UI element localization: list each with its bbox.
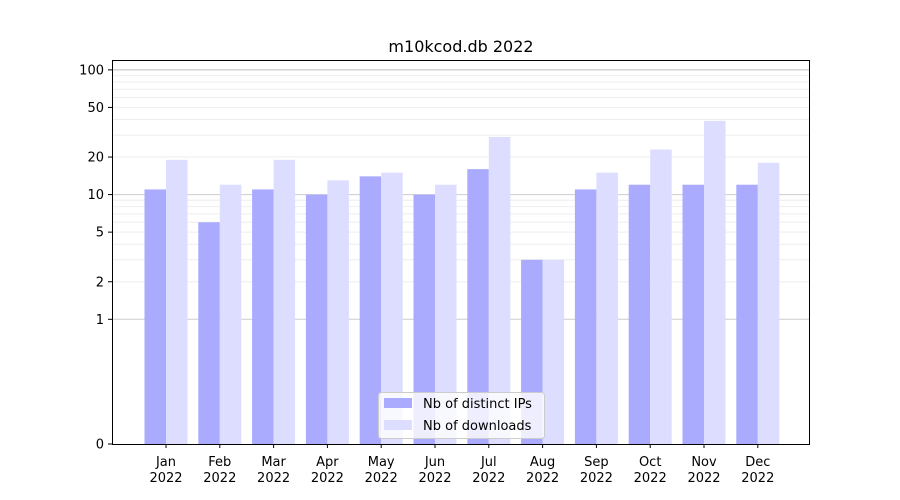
bar-ips <box>736 184 758 444</box>
x-tick-label-year: 2022 <box>526 471 559 486</box>
x-tick-label-month: Oct <box>639 455 661 470</box>
y-tick-label: 50 <box>87 101 104 116</box>
bar-ips <box>305 194 328 444</box>
x-tick-label-month: Apr <box>316 455 339 470</box>
chart-title: m10kcod.db 2022 <box>388 37 533 56</box>
y-tick-label: 10 <box>87 188 104 203</box>
bar-downloads <box>381 172 403 444</box>
bar-downloads <box>327 180 349 444</box>
bar-downloads <box>596 172 618 444</box>
x-tick-label-year: 2022 <box>203 471 236 486</box>
y-tick-label: 100 <box>79 63 104 78</box>
legend-label-ips: Nb of distinct IPs <box>423 397 532 412</box>
bar-ips <box>198 222 220 444</box>
x-tick-label-month: Mar <box>261 455 286 470</box>
y-tick-label: 20 <box>87 151 104 166</box>
bar-ips <box>252 189 274 444</box>
x-tick-label-month: Dec <box>745 455 770 470</box>
legend-box <box>378 392 545 439</box>
bar-downloads <box>273 159 296 444</box>
bar-ips <box>413 194 435 444</box>
y-tick-label: 5 <box>96 226 104 241</box>
x-tick-label-year: 2022 <box>687 471 720 486</box>
bar-downloads <box>219 184 242 444</box>
x-tick-label-month: Jun <box>424 455 445 470</box>
x-axis: Jan2022Feb2022Mar2022Apr2022May2022Jun20… <box>149 444 774 486</box>
bar-downloads <box>488 136 511 445</box>
y-tick-label: 1 <box>96 313 104 328</box>
x-tick-label-year: 2022 <box>634 471 667 486</box>
bar-downloads <box>435 184 457 444</box>
y-axis: 0 1 2 5 10 20 50 100 <box>79 63 112 453</box>
x-tick-label-month: Feb <box>208 455 231 470</box>
x-tick-label-year: 2022 <box>418 471 451 486</box>
x-tick-label-year: 2022 <box>472 471 505 486</box>
bars <box>144 120 780 445</box>
bar-ips <box>628 184 651 444</box>
x-tick-label-month: Nov <box>691 455 717 470</box>
legend-swatch-downloads <box>384 420 412 430</box>
y-tick-label: 2 <box>96 275 104 290</box>
bar-downloads <box>757 162 780 444</box>
x-tick-label-year: 2022 <box>365 471 398 486</box>
bar-ips <box>682 184 704 444</box>
bar-downloads <box>542 259 565 444</box>
x-tick-label-year: 2022 <box>741 471 774 486</box>
bar-downloads <box>650 149 672 444</box>
bar-ips <box>467 169 489 444</box>
plot-frame <box>112 60 810 445</box>
bar-ips <box>574 189 597 444</box>
legend-swatch-ips <box>384 398 412 408</box>
x-tick-label-month: Sep <box>584 455 609 470</box>
x-tick-label-month: May <box>368 455 395 470</box>
y-tick-label: 0 <box>96 438 104 453</box>
bar-downloads <box>166 159 188 444</box>
x-tick-label-year: 2022 <box>149 471 182 486</box>
x-tick-label-month: Jan <box>155 455 176 470</box>
x-tick-label-month: Jul <box>480 455 497 470</box>
bar-downloads <box>704 120 726 444</box>
x-tick-label-month: Aug <box>530 455 555 470</box>
bar-ips <box>144 189 166 444</box>
x-tick-label-year: 2022 <box>580 471 613 486</box>
x-tick-label-year: 2022 <box>257 471 290 486</box>
legend: Nb of distinct IPs Nb of downloads <box>378 392 545 439</box>
legend-label-downloads: Nb of downloads <box>423 419 532 434</box>
x-tick-label-year: 2022 <box>311 471 344 486</box>
bar-ips <box>359 176 382 444</box>
